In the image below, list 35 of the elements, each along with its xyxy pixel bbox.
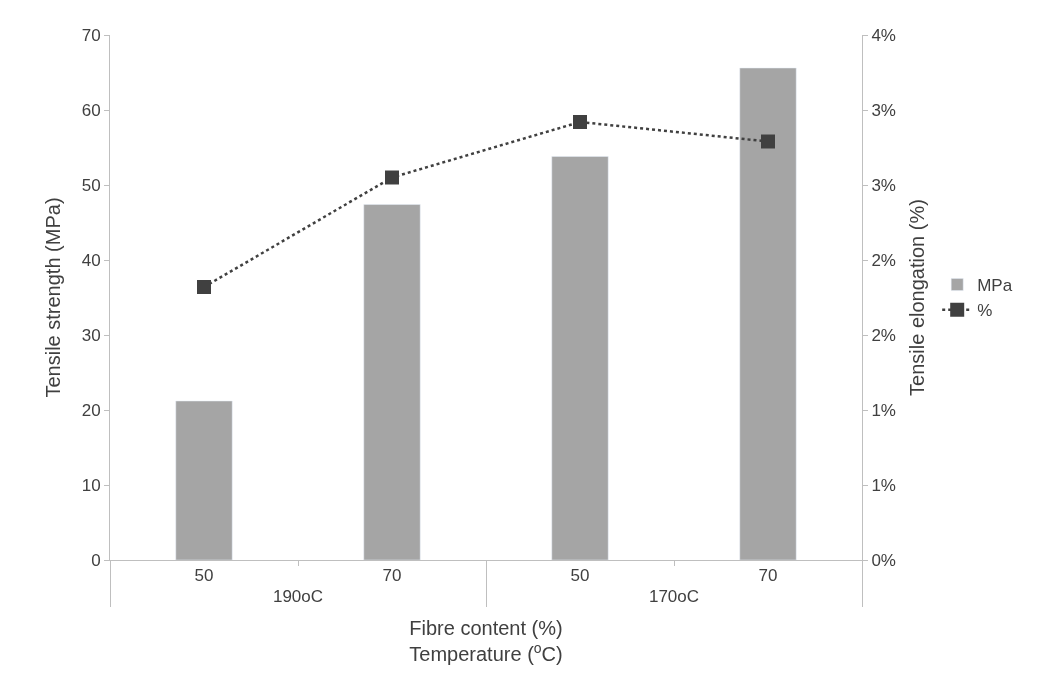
- x-tick-label: 70: [382, 566, 402, 586]
- bar: [175, 400, 233, 560]
- y-tick-label: 10: [81, 475, 101, 495]
- y2-tick-label: 1%: [871, 475, 896, 495]
- bar: [739, 67, 797, 560]
- x-tick-label: 50: [570, 566, 590, 586]
- x-tick-label: 50: [194, 566, 214, 586]
- y2-tick-label: 0%: [871, 550, 896, 570]
- y-tick-label: 50: [81, 175, 101, 195]
- x-axis-title: Fibre content (%) Temperature ($^{o}$C): [409, 616, 563, 665]
- y2-axis-title: Tensile elongation (%): [906, 199, 929, 396]
- x-tick-label: 70: [758, 566, 778, 586]
- y2-tick-label: 2%: [871, 325, 896, 345]
- text: 190oC: [272, 587, 324, 607]
- y2-tick-label: 3%: [871, 100, 896, 120]
- y2-tick-label: 2%: [871, 250, 896, 270]
- y2-tick-label: 3%: [871, 175, 896, 195]
- legend-label: MPa: [977, 276, 1013, 296]
- text: 170oC: [648, 587, 700, 607]
- bar: [363, 204, 421, 560]
- point: [573, 115, 587, 129]
- point: [197, 280, 211, 294]
- y-tick-label: 30: [81, 325, 101, 345]
- legend-label: %: [977, 301, 993, 321]
- point: [385, 170, 399, 185]
- y-tick-label: 70: [81, 25, 101, 45]
- y-axis-title: Tensile strength (MPa): [42, 197, 65, 398]
- point: [761, 134, 775, 149]
- y2-tick-label: 4%: [871, 25, 896, 45]
- y-tick-label: 0: [91, 550, 101, 570]
- y-tick-label: 60: [81, 100, 101, 120]
- y-tick-label: 40: [81, 250, 101, 270]
- bar: [551, 156, 609, 560]
- y-tick-label: 20: [81, 400, 101, 420]
- y2-tick-label: 1%: [871, 400, 896, 420]
